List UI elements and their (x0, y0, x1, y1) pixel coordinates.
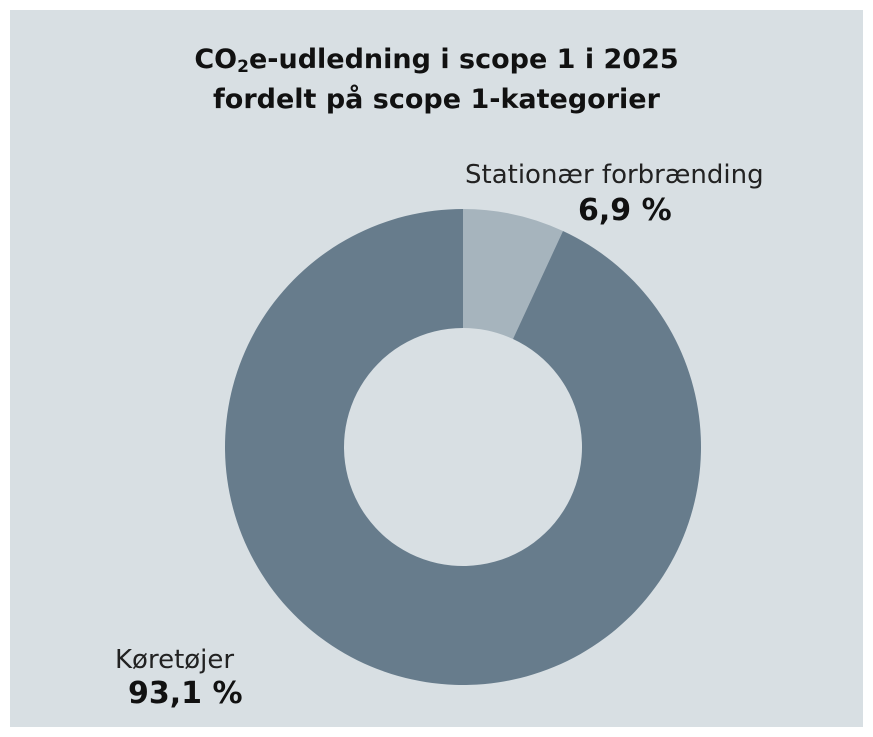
slice-label-koeretoejer: Køretøjer (115, 645, 235, 675)
title-prefix: CO (194, 44, 238, 75)
slice-koeretoejer (225, 209, 702, 685)
slice-value-koeretoejer: 93,1 % (128, 676, 243, 711)
chart-title-line-1: CO2e-udledning i scope 1 i 2025 (0, 40, 873, 80)
slice-stationaer-forbraending (463, 209, 563, 340)
title-subscript: 2 (237, 57, 249, 77)
slice-label-stationaer: Stationær forbrænding (465, 160, 764, 190)
chart-title-line-2: fordelt på scope 1-kategorier (213, 84, 660, 115)
slice-value-stationaer: 6,9 % (578, 193, 672, 228)
title-suffix: e-udledning i scope 1 i 2025 (248, 44, 679, 75)
